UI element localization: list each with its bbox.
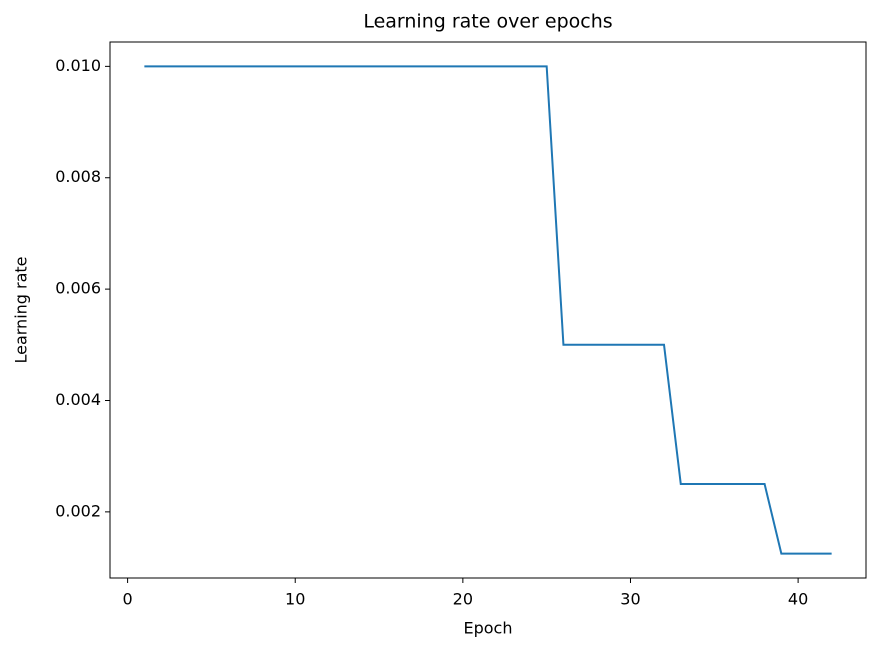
y-tick-label: 0.010 <box>55 56 101 75</box>
x-tick-label: 0 <box>123 590 133 609</box>
x-axis-label: Epoch <box>464 619 513 638</box>
x-tick-label: 20 <box>453 590 473 609</box>
x-tick-label: 10 <box>285 590 305 609</box>
y-axis-label: Learning rate <box>12 256 31 363</box>
chart-title: Learning rate over epochs <box>363 11 612 33</box>
plot-frame <box>109 41 867 579</box>
y-tick-label: 0.002 <box>55 501 101 520</box>
x-tick-label: 40 <box>788 590 808 609</box>
y-tick-label: 0.006 <box>55 279 101 298</box>
y-tick-label: 0.004 <box>55 390 101 409</box>
x-tick-label: 30 <box>620 590 640 609</box>
y-tick-label: 0.008 <box>55 167 101 186</box>
line <box>144 65 832 555</box>
